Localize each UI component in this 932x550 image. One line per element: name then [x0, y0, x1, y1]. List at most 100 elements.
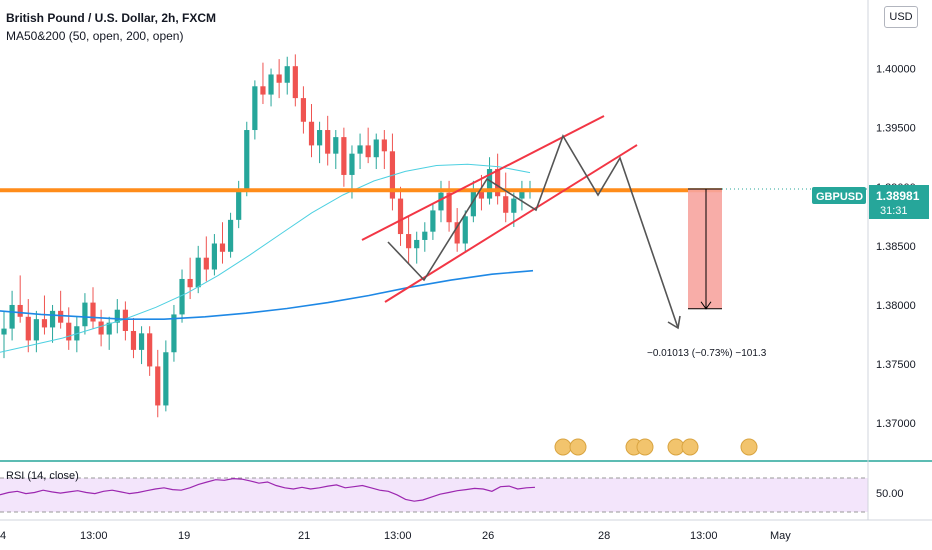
- candle-body: [49, 310, 56, 328]
- candle-body: [511, 198, 517, 213]
- candle-body: [195, 257, 201, 288]
- time-tick-label: May: [770, 530, 791, 542]
- candle-body: [341, 137, 347, 175]
- wave-path[interactable]: [387, 134, 679, 329]
- wave-arrowhead: [667, 315, 681, 330]
- price-axis-ticks: 1.400001.395001.390001.385001.380001.375…: [876, 64, 916, 431]
- event-icon: [740, 438, 758, 456]
- candle-body: [1, 328, 7, 335]
- candle-body: [381, 139, 387, 152]
- candle-body: [90, 302, 96, 322]
- candle-body: [300, 98, 307, 122]
- price-tag-bg: [869, 185, 929, 219]
- price-tick-label: 1.39500: [876, 123, 916, 135]
- measure-label: −0.01013 (−0.73%) −101.3: [647, 348, 767, 359]
- price-tag-countdown: 31:31: [880, 205, 908, 217]
- event-icon: [636, 438, 654, 456]
- candle-body: [397, 198, 404, 235]
- time-tick-label: 21: [298, 530, 310, 542]
- chart-legend: British Pound / U.S. Dollar, 2h, FXCM MA…: [6, 9, 216, 45]
- candle-body: [276, 74, 282, 83]
- candle-body: [365, 145, 371, 158]
- candle-body: [171, 314, 177, 353]
- channel-upper-line[interactable]: [361, 115, 605, 241]
- candle-body: [98, 321, 104, 335]
- candle-body: [284, 66, 290, 83]
- candle-body: [106, 322, 112, 335]
- candle-body: [414, 239, 420, 249]
- candles-layer: [1, 54, 533, 418]
- candle-body: [219, 243, 226, 252]
- event-icon: [554, 438, 572, 456]
- candle-body: [260, 86, 266, 95]
- currency-button[interactable]: USD: [884, 6, 918, 28]
- candle-body: [138, 333, 145, 350]
- candle-body: [244, 130, 250, 190]
- candle-body: [325, 130, 331, 154]
- rsi-line: [0, 477, 536, 502]
- candle-body: [236, 189, 242, 220]
- candle-body: [486, 169, 493, 199]
- price-tick-label: 1.38500: [876, 241, 916, 253]
- candle-body: [130, 330, 137, 350]
- candle-body: [211, 243, 217, 270]
- time-tick-label: 4: [0, 530, 6, 542]
- candle-body: [519, 190, 525, 199]
- candle-body: [155, 366, 161, 406]
- time-tick-label: 13:00: [80, 530, 108, 542]
- rsi-tick: 50.00: [876, 488, 904, 500]
- rsi-label: RSI (14, close): [6, 470, 79, 482]
- candle-body: [462, 216, 468, 244]
- candle-body: [503, 196, 509, 213]
- time-tick-label: 19: [178, 530, 190, 542]
- candle-body: [422, 231, 428, 240]
- price-tick-label: 1.37000: [876, 418, 916, 430]
- ma200-line: [0, 269, 534, 321]
- time-tick-label: 26: [482, 530, 494, 542]
- candle-body: [41, 319, 48, 328]
- ma50-line: [0, 163, 531, 353]
- price-tag-symbol-bg: [812, 187, 866, 204]
- event-icon: [681, 438, 699, 456]
- candle-body: [122, 309, 128, 331]
- candle-body: [438, 192, 444, 211]
- candle-body: [349, 153, 355, 175]
- time-tick-label: 13:00: [690, 530, 718, 542]
- candle-body: [373, 139, 379, 158]
- candle-body: [268, 74, 274, 95]
- candle-body: [17, 304, 23, 317]
- candle-body: [187, 278, 193, 288]
- candle-body: [163, 352, 169, 406]
- price-tick-label: 1.40000: [876, 64, 916, 76]
- candle-body: [227, 219, 234, 252]
- candle-body: [179, 278, 185, 315]
- candle-body: [33, 319, 39, 341]
- time-tick-label: 13:00: [384, 530, 412, 542]
- candle-body: [203, 257, 209, 270]
- target-range-box[interactable]: [688, 189, 722, 309]
- indicator-label: MA50&200 (50, open, 200, open): [6, 29, 184, 43]
- candle-body: [9, 304, 15, 329]
- price-tick-label: 1.37500: [876, 359, 916, 371]
- price-tag-symbol: GBPUSD: [816, 191, 863, 203]
- candle-body: [470, 189, 476, 217]
- time-tick-label: 28: [598, 530, 610, 542]
- candle-body: [406, 234, 412, 249]
- chart-title: British Pound / U.S. Dollar, 2h, FXCM: [6, 11, 217, 25]
- candle-body: [317, 130, 323, 146]
- candle-body: [333, 137, 339, 154]
- candle-body: [495, 169, 501, 197]
- candle-body: [82, 302, 88, 327]
- candle-body: [252, 86, 258, 131]
- candle-body: [25, 316, 31, 341]
- time-axis-ticks: 4 13:00 19 21 13:00 26 28 13:00 May: [0, 530, 791, 542]
- candle-body: [430, 210, 436, 232]
- event-icons[interactable]: [554, 438, 758, 456]
- event-icon: [569, 438, 587, 456]
- price-tick-label: 1.38000: [876, 300, 916, 312]
- price-tag-price: 1.38981: [876, 189, 920, 203]
- candle-body: [478, 189, 485, 199]
- candle-body: [147, 333, 153, 367]
- candle-body: [66, 322, 72, 341]
